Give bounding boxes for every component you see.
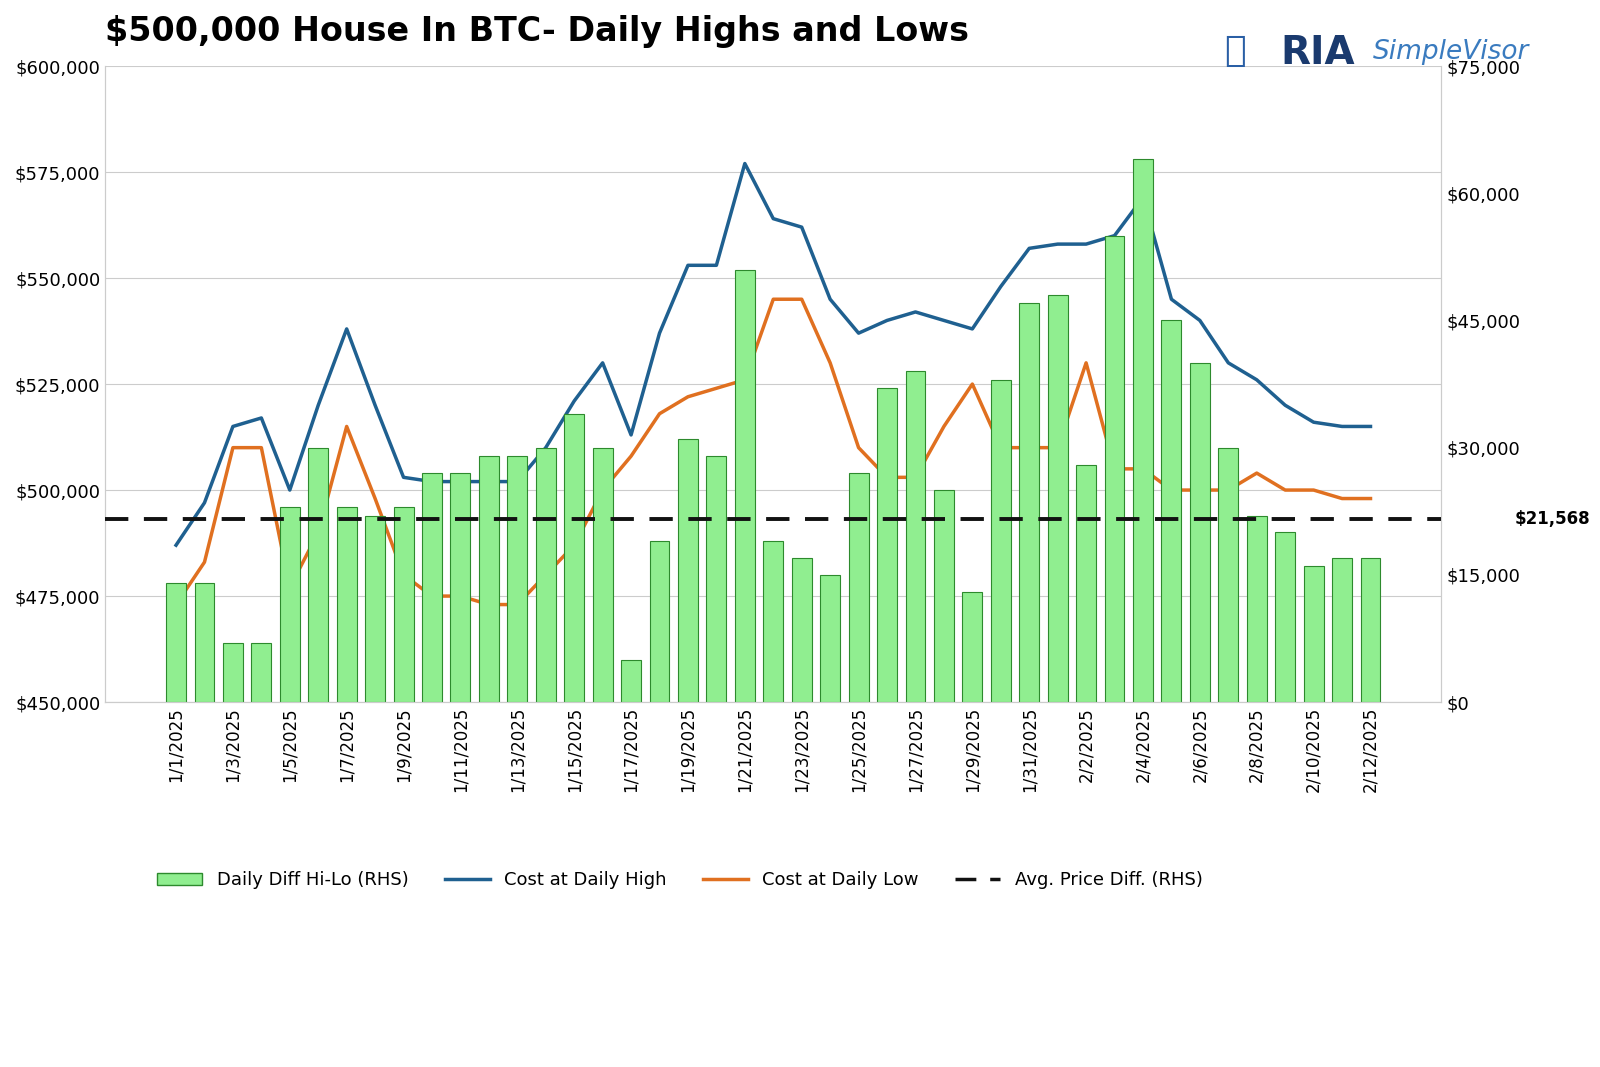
Text: $21,568: $21,568 — [1515, 510, 1590, 528]
Bar — [592, 448, 613, 702]
Bar — [1190, 363, 1210, 702]
Bar — [792, 558, 811, 702]
Bar — [1077, 464, 1096, 702]
Bar — [394, 507, 413, 702]
Text: ⮵: ⮵ — [1224, 34, 1246, 68]
Bar — [734, 270, 755, 702]
Bar — [990, 380, 1011, 702]
Bar — [707, 456, 726, 702]
Bar — [650, 541, 669, 702]
Bar — [309, 448, 328, 702]
Bar — [422, 473, 442, 702]
Bar — [1304, 567, 1323, 702]
Bar — [222, 642, 243, 702]
Bar — [507, 456, 528, 702]
Bar — [1360, 558, 1381, 702]
Bar — [251, 642, 272, 702]
Bar — [906, 371, 925, 702]
Legend: Daily Diff Hi-Lo (RHS), Cost at Daily High, Cost at Daily Low, Avg. Price Diff. : Daily Diff Hi-Lo (RHS), Cost at Daily Hi… — [150, 864, 1210, 896]
Bar — [280, 507, 299, 702]
Bar — [1133, 159, 1154, 702]
Bar — [1048, 294, 1067, 702]
Bar — [962, 592, 982, 702]
Text: SimpleVisor: SimpleVisor — [1373, 39, 1530, 65]
Bar — [565, 414, 584, 702]
Text: RIA: RIA — [1280, 34, 1355, 73]
Bar — [621, 659, 642, 702]
Bar — [678, 440, 698, 702]
Text: $500,000 House In BTC- Daily Highs and Lows: $500,000 House In BTC- Daily Highs and L… — [106, 15, 970, 48]
Bar — [478, 456, 499, 702]
Bar — [166, 584, 186, 702]
Bar — [1275, 532, 1294, 702]
Bar — [848, 473, 869, 702]
Bar — [1019, 303, 1038, 702]
Bar — [1246, 515, 1267, 702]
Bar — [365, 515, 386, 702]
Bar — [821, 575, 840, 702]
Bar — [934, 490, 954, 702]
Bar — [877, 388, 898, 702]
Bar — [1333, 558, 1352, 702]
Bar — [1162, 320, 1181, 702]
Bar — [763, 541, 784, 702]
Bar — [1104, 236, 1125, 702]
Bar — [195, 584, 214, 702]
Bar — [536, 448, 555, 702]
Bar — [1218, 448, 1238, 702]
Bar — [336, 507, 357, 702]
Bar — [451, 473, 470, 702]
